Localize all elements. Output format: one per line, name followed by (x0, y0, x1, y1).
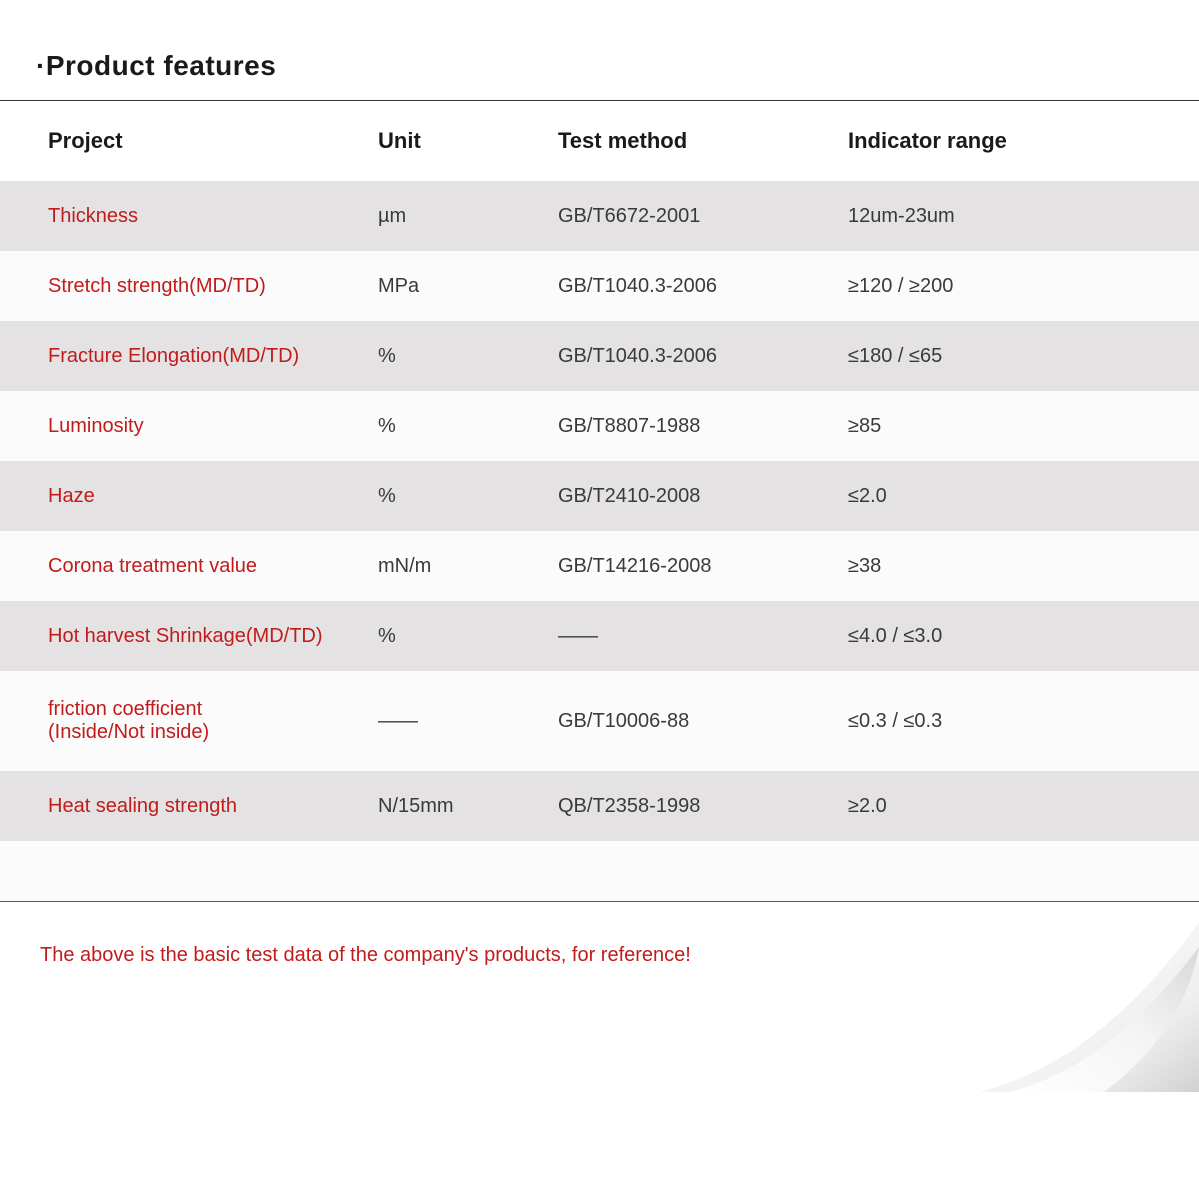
reference-note: The above is the basic test data of the … (40, 944, 691, 966)
cell-range: ≤4.0 / ≤3.0 (848, 625, 1199, 648)
cell-unit: mN/m (378, 555, 558, 578)
cell-method: GB/T6672-2001 (558, 205, 848, 228)
cell-method: GB/T8807-1988 (558, 415, 848, 438)
col-header-unit: Unit (378, 128, 558, 154)
cell-range: ≥120 / ≥200 (848, 275, 1199, 298)
cell-range: ≤2.0 (848, 485, 1199, 508)
cell-project: Hot harvest Shrinkage(MD/TD) (48, 625, 378, 648)
note-wrap: The above is the basic test data of the … (0, 902, 1199, 1092)
page-title: ·Product features (36, 50, 276, 81)
table-body: ThicknessµmGB/T6672-200112um-23umStretch… (0, 181, 1199, 841)
cell-method: QB/T2358-1998 (558, 795, 848, 818)
table-row: ThicknessµmGB/T6672-200112um-23um (0, 181, 1199, 251)
cell-method: GB/T2410-2008 (558, 485, 848, 508)
table-header-row: Project Unit Test method Indicator range (0, 101, 1199, 181)
cell-range: ≥85 (848, 415, 1199, 438)
cell-method: GB/T10006-88 (558, 710, 848, 733)
cell-project: Haze (48, 485, 378, 508)
cell-unit: —— (378, 710, 558, 733)
cell-range: ≥2.0 (848, 795, 1199, 818)
cell-range: ≤180 / ≤65 (848, 345, 1199, 368)
table-footer-gap (0, 841, 1199, 901)
cell-unit: % (378, 485, 558, 508)
title-wrap: ·Product features (0, 0, 1199, 100)
table-row: Stretch strength(MD/TD)MPaGB/T1040.3-200… (0, 251, 1199, 321)
cell-range: ≤0.3 / ≤0.3 (848, 710, 1199, 733)
table-row: Fracture Elongation(MD/TD)%GB/T1040.3-20… (0, 321, 1199, 391)
table-row: Corona treatment valuemN/mGB/T14216-2008… (0, 531, 1199, 601)
cell-unit: MPa (378, 275, 558, 298)
cell-project: Stretch strength(MD/TD) (48, 275, 378, 298)
page: ·Product features Project Unit Test meth… (0, 0, 1199, 1092)
cell-unit: % (378, 625, 558, 648)
table-row: Heat sealing strengthN/15mmQB/T2358-1998… (0, 771, 1199, 841)
cell-project: friction coefficient (Inside/Not inside) (48, 698, 378, 744)
cell-method: GB/T14216-2008 (558, 555, 848, 578)
features-table: Project Unit Test method Indicator range… (0, 101, 1199, 841)
col-header-method: Test method (558, 128, 848, 154)
cell-project: Corona treatment value (48, 555, 378, 578)
cell-method: GB/T1040.3-2006 (558, 275, 848, 298)
cell-unit: % (378, 345, 558, 368)
table-row: Haze%GB/T2410-2008≤2.0 (0, 461, 1199, 531)
table-row: Luminosity%GB/T8807-1988≥85 (0, 391, 1199, 461)
page-curl-icon (939, 892, 1199, 1092)
col-header-range: Indicator range (848, 128, 1199, 154)
cell-unit: % (378, 415, 558, 438)
cell-unit: µm (378, 205, 558, 228)
cell-project: Luminosity (48, 415, 378, 438)
table-row: friction coefficient (Inside/Not inside)… (0, 671, 1199, 771)
cell-method: GB/T1040.3-2006 (558, 345, 848, 368)
cell-range: ≥38 (848, 555, 1199, 578)
cell-project: Heat sealing strength (48, 795, 378, 818)
cell-project: Fracture Elongation(MD/TD) (48, 345, 378, 368)
col-header-project: Project (48, 128, 378, 154)
cell-unit: N/15mm (378, 795, 558, 818)
cell-method: —— (558, 625, 848, 648)
cell-range: 12um-23um (848, 205, 1199, 228)
table-row: Hot harvest Shrinkage(MD/TD)%——≤4.0 / ≤3… (0, 601, 1199, 671)
cell-project: Thickness (48, 205, 378, 228)
